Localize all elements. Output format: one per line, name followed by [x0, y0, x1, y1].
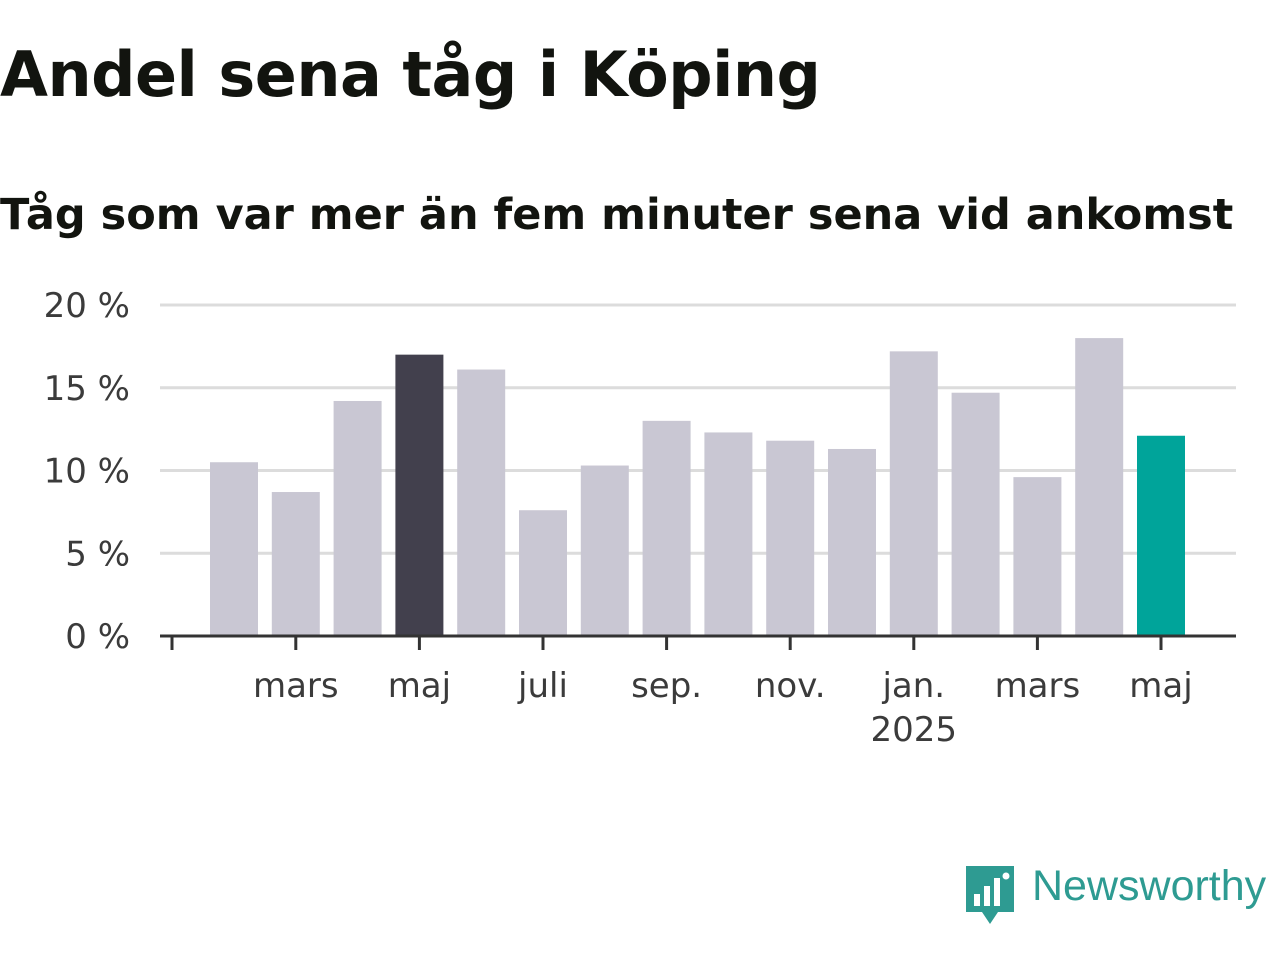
bar: [766, 440, 815, 636]
y-tick-label: 5 %: [65, 534, 130, 574]
bar: [889, 351, 938, 636]
x-tick-label: maj: [388, 666, 451, 706]
bar: [519, 510, 567, 636]
bar: [704, 432, 753, 636]
gridlines: [160, 303, 1236, 555]
x-tick-label: sep.: [631, 666, 702, 706]
y-axis-labels: 0 % 5 % 10 % 15 % 20 %: [44, 286, 130, 657]
y-tick-label: 10 %: [44, 452, 130, 492]
bar: [828, 448, 876, 636]
y-tick-label: 15 %: [44, 369, 130, 409]
bar: [271, 492, 320, 636]
bar: [951, 392, 1000, 636]
bar: [580, 465, 629, 636]
bar: [1075, 338, 1124, 636]
x-axis: [160, 634, 1236, 650]
bar: [1013, 477, 1062, 636]
bar-chart: 0 % 5 % 10 % 15 % 20 % mars maj juli sep. nov. ja…: [44, 286, 1236, 750]
chart-subtitle: Tåg som var mer än fem minuter sena vid …: [0, 190, 1234, 240]
bars: [210, 338, 1185, 636]
bar: [1137, 435, 1185, 636]
x-tick-label: nov.: [755, 666, 826, 706]
bar: [210, 462, 258, 636]
chart-title: Andel sena tåg i Köping: [0, 38, 821, 111]
bar: [395, 354, 444, 636]
x-axis-labels: mars maj juli sep. nov. jan.2025 mars maj: [253, 666, 1193, 750]
x-tick-label: jan.: [881, 666, 945, 706]
bar: [457, 369, 506, 636]
y-tick-label: 20 %: [44, 286, 130, 326]
newsworthy-brand-name: Newsworthy: [1032, 862, 1267, 910]
x-tick-sublabel: 2025: [871, 710, 958, 750]
x-tick-label: maj: [1129, 666, 1192, 706]
y-tick-label: 0 %: [65, 617, 130, 657]
x-tick-label: mars: [995, 666, 1081, 706]
bar: [333, 400, 382, 636]
newsworthy-logo-icon: [966, 866, 1014, 924]
bar: [642, 420, 691, 636]
x-tick-label: mars: [253, 666, 339, 706]
x-tick-label: juli: [517, 666, 568, 706]
